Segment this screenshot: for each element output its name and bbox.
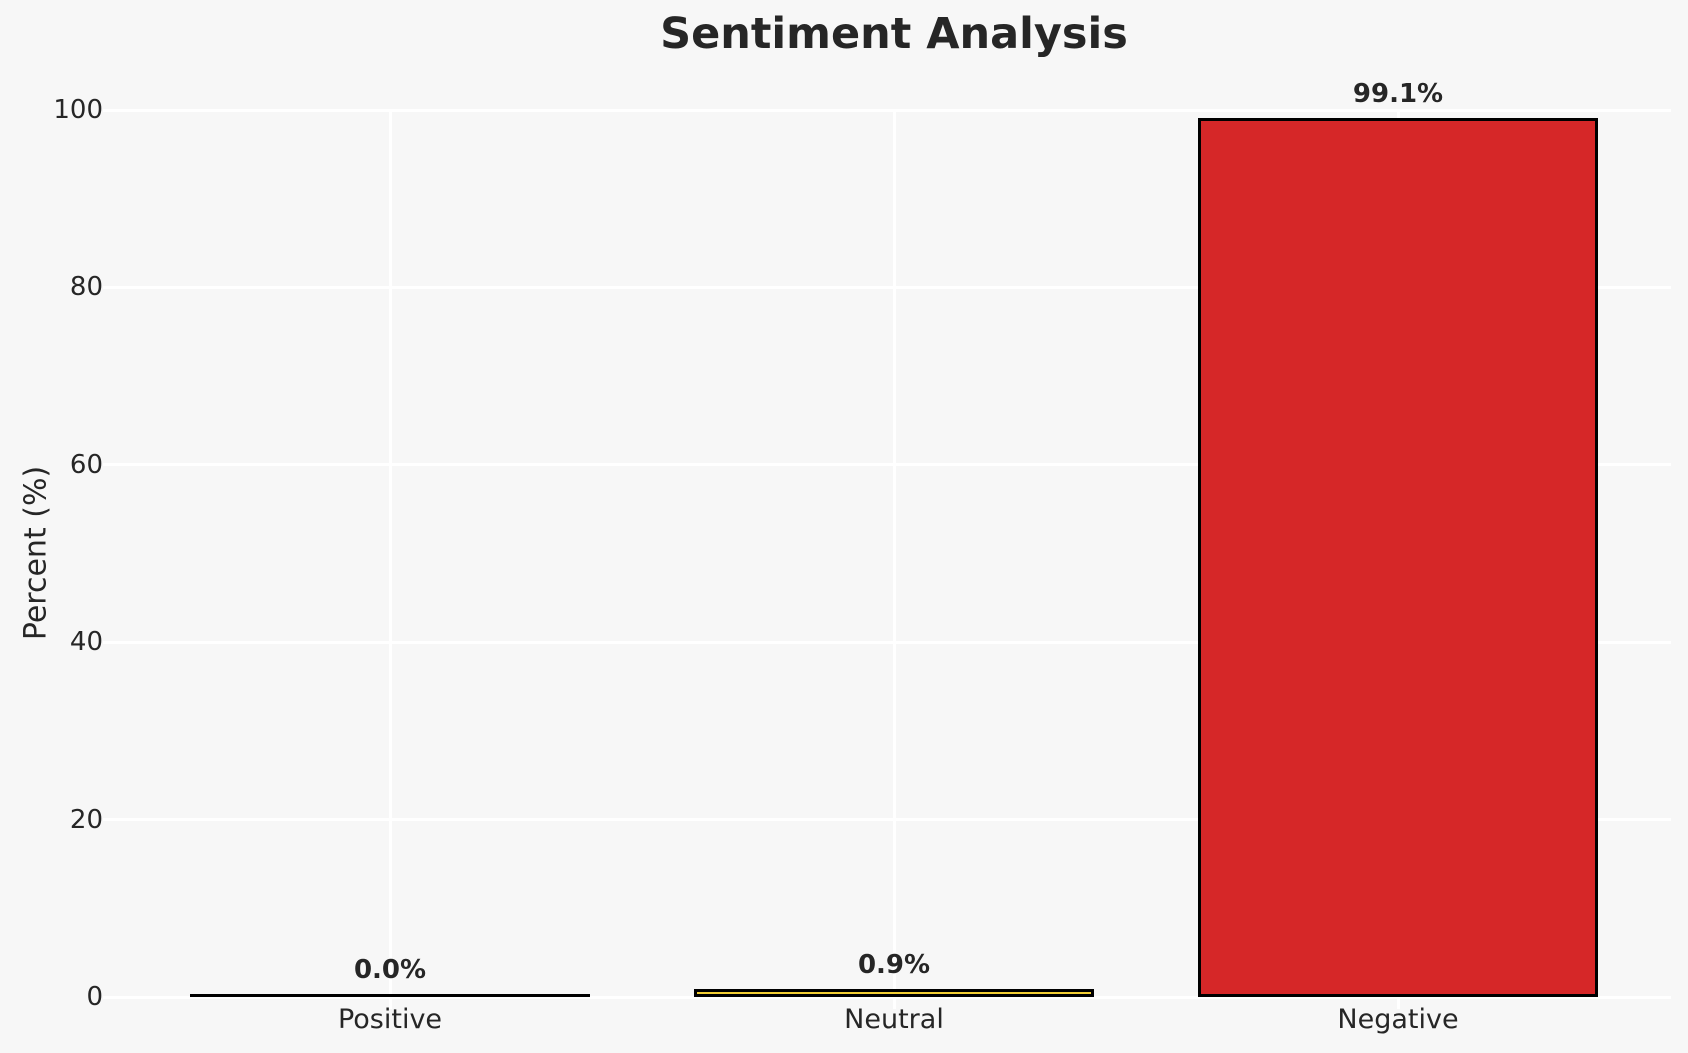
y-tick-label: 0: [86, 982, 103, 1012]
bar-value-label-neutral: 0.9%: [857, 950, 931, 980]
bar-positive: [190, 994, 590, 997]
bar-value-label-negative: 99.1%: [1352, 79, 1444, 109]
bar-neutral: [694, 989, 1094, 997]
y-tick-mark: [103, 463, 117, 467]
gridline-vertical: [388, 110, 392, 997]
bar-value-label-positive: 0.0%: [353, 955, 427, 985]
x-tick-label-negative: Negative: [1337, 1004, 1459, 1035]
y-axis-label: Percent (%): [18, 465, 54, 641]
y-tick-label: 20: [69, 804, 103, 835]
y-tick-label: 60: [69, 449, 103, 480]
gridline-vertical: [892, 110, 896, 997]
y-tick-label: 100: [53, 95, 103, 125]
x-tick-mark: [1396, 997, 1400, 1009]
chart-title: Sentiment Analysis: [660, 9, 1128, 59]
y-tick-label: 40: [69, 627, 103, 658]
y-tick-mark: [103, 285, 117, 289]
x-tick-label-neutral: Neutral: [844, 1004, 944, 1035]
y-tick-mark: [103, 995, 117, 999]
plot-area: 0.0% 0.9% 99.1%: [103, 79, 1671, 1009]
x-tick-mark: [388, 997, 392, 1009]
y-tick-label: 80: [69, 272, 103, 303]
x-tick-mark: [892, 997, 896, 1009]
y-tick-mark: [103, 818, 117, 822]
y-tick-mark: [103, 108, 117, 112]
x-tick-label-positive: Positive: [337, 1004, 443, 1035]
bar-negative: [1198, 118, 1598, 997]
y-tick-mark: [103, 640, 117, 644]
